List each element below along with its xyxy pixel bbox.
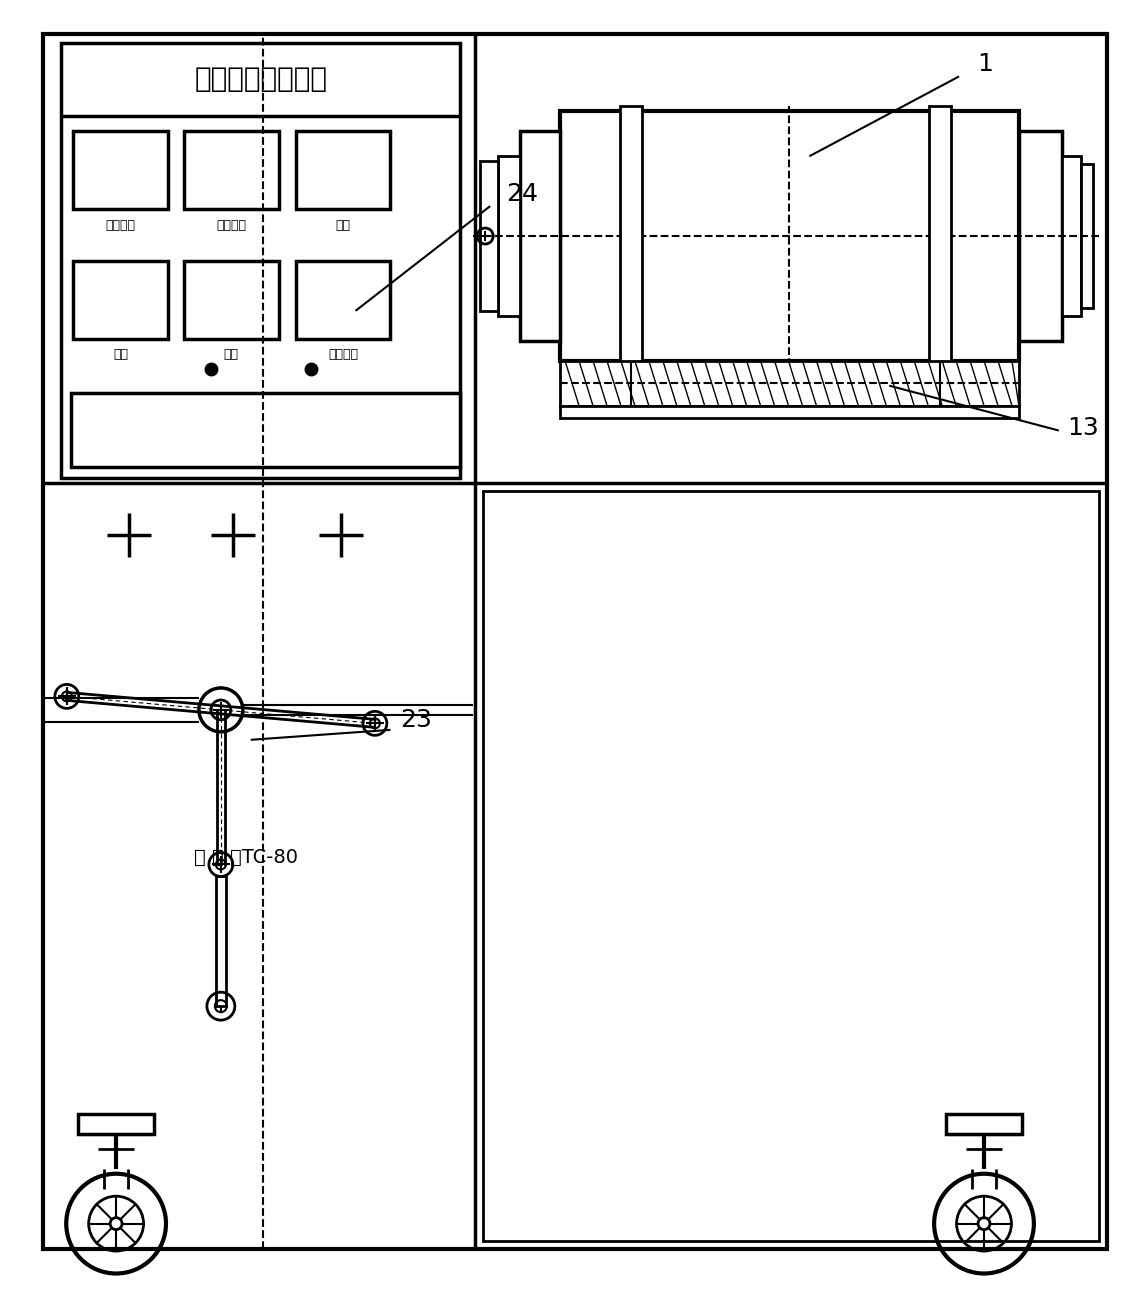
Bar — [73, 261, 167, 338]
Bar — [929, 107, 951, 366]
Text: 环温: 环温 — [224, 349, 239, 361]
Bar — [560, 361, 1019, 405]
Bar — [184, 132, 279, 209]
Bar — [560, 112, 1019, 361]
Bar — [296, 261, 390, 338]
Bar — [184, 261, 279, 338]
Bar — [1019, 132, 1062, 341]
Bar — [481, 161, 498, 311]
Text: 13: 13 — [1067, 416, 1099, 440]
Bar — [73, 132, 167, 209]
Bar — [560, 405, 1019, 417]
Bar — [946, 1113, 1022, 1134]
Text: 环压: 环压 — [336, 218, 351, 232]
Text: 23: 23 — [400, 708, 432, 732]
Text: 二氧化碳射流设备: 二氧化碳射流设备 — [194, 66, 327, 93]
Bar — [1062, 157, 1080, 316]
Text: 1: 1 — [977, 53, 993, 76]
Bar — [71, 392, 460, 467]
Bar — [520, 132, 560, 341]
Bar — [498, 157, 520, 316]
Text: 24: 24 — [506, 182, 538, 207]
Text: 手 摇 泵TC-80: 手 摇 泵TC-80 — [194, 848, 298, 867]
Bar — [78, 1113, 154, 1134]
Text: 入口压力: 入口压力 — [106, 218, 135, 232]
Bar — [61, 43, 460, 479]
Bar — [619, 107, 642, 366]
Bar — [216, 876, 226, 1007]
Text: 钙压: 钙压 — [114, 349, 128, 361]
Bar — [1080, 164, 1093, 308]
Text: 出口压力: 出口压力 — [217, 218, 247, 232]
Text: 気体流量: 気体流量 — [328, 349, 358, 361]
Bar — [296, 132, 390, 209]
Bar — [483, 491, 1099, 1241]
